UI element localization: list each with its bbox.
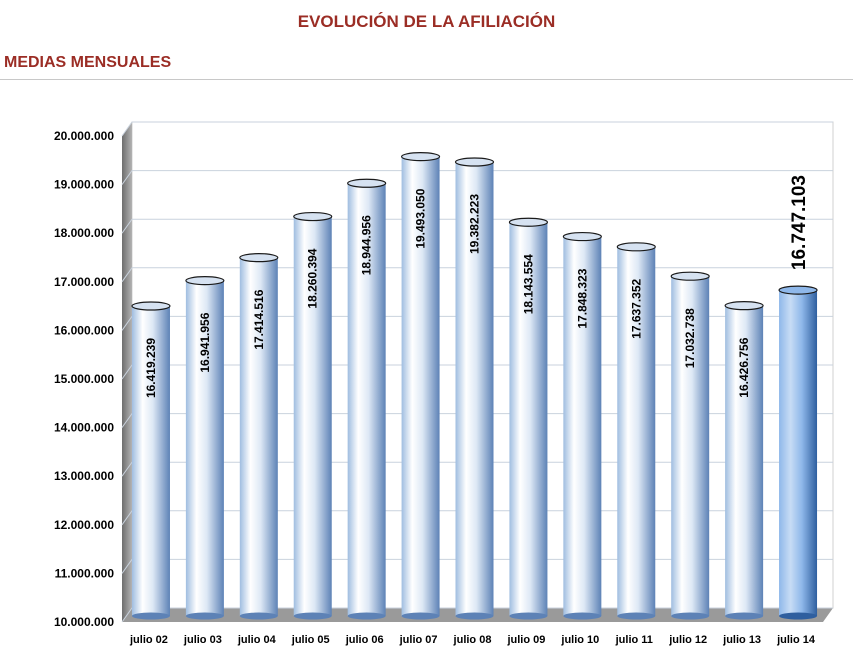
bar <box>508 217 549 620</box>
x-tick-label: julio 06 <box>345 634 384 646</box>
bar-base <box>779 612 818 620</box>
x-tick-label: julio 08 <box>453 634 492 646</box>
x-tick-label: julio 11 <box>615 634 653 646</box>
bar <box>670 271 710 620</box>
y-tick-label: 15.000.000 <box>54 372 114 386</box>
bar <box>562 231 602 620</box>
y-tick-label: 11.000.000 <box>55 566 115 580</box>
data-label: 18.260.394 <box>306 248 320 308</box>
bar-body <box>293 216 332 616</box>
bar-body <box>185 280 224 616</box>
bar-base <box>347 612 386 620</box>
bar-top <box>778 285 818 295</box>
bar-body <box>617 246 656 616</box>
x-tick-label: julio 05 <box>291 634 330 646</box>
bar-body <box>725 305 764 616</box>
bar <box>131 301 171 620</box>
bar <box>347 178 387 620</box>
y-tick-label: 19.000.000 <box>54 178 114 192</box>
x-tick-label: julio 03 <box>183 634 222 646</box>
data-label: 17.032.738 <box>683 308 697 368</box>
section-divider <box>0 79 853 80</box>
bar-top <box>347 178 387 188</box>
bar <box>239 253 279 620</box>
bar-body <box>401 156 440 617</box>
bar-body <box>509 222 548 617</box>
bar <box>724 301 764 620</box>
x-tick-label: julio 04 <box>237 634 277 646</box>
x-tick-label: julio 13 <box>722 634 761 646</box>
y-tick-label: 20.000.000 <box>54 129 114 143</box>
y-tick-label: 16.000.000 <box>54 323 114 337</box>
bar-base <box>239 612 278 620</box>
bar-base <box>131 612 170 620</box>
bar-base <box>401 612 440 620</box>
y-tick-label: 10.000.000 <box>54 615 114 629</box>
bar-top <box>508 217 549 227</box>
x-tick-label: julio 14 <box>776 634 816 646</box>
data-label: 16.941.956 <box>198 312 212 372</box>
x-tick-label: julio 09 <box>506 634 545 646</box>
bar-top <box>670 271 710 281</box>
y-tick-label: 13.000.000 <box>54 469 114 483</box>
bar <box>293 211 333 620</box>
bar <box>778 285 818 620</box>
gridline <box>121 121 833 137</box>
bar-top <box>616 242 656 252</box>
bar-body <box>671 276 710 616</box>
data-label: 18.143.554 <box>521 254 535 314</box>
data-label: 17.414.516 <box>252 289 266 349</box>
gridline <box>121 218 833 234</box>
bar-top <box>293 211 333 222</box>
bar-body <box>455 162 494 616</box>
bar-top <box>454 157 495 167</box>
bar-body <box>347 183 386 616</box>
bar-body <box>131 306 170 616</box>
data-label: 16.747.103 <box>789 175 810 270</box>
bar-top <box>724 301 764 311</box>
bar-base <box>185 612 224 620</box>
bar-top <box>131 301 171 311</box>
bar-base <box>455 612 494 620</box>
x-tick-label: julio 12 <box>668 634 707 646</box>
bar <box>400 152 441 620</box>
bar-base <box>671 612 710 620</box>
data-label: 17.848.323 <box>575 268 589 328</box>
y-tick-label: 12.000.000 <box>54 518 114 532</box>
bar-top <box>400 152 441 162</box>
bar-top <box>239 253 279 263</box>
y-tick-label: 17.000.000 <box>54 275 114 289</box>
data-label: 17.637.352 <box>629 278 643 338</box>
x-tick-label: julio 10 <box>560 634 599 646</box>
data-label: 16.426.756 <box>737 337 751 397</box>
bar-base <box>563 612 602 620</box>
data-label: 16.419.239 <box>144 338 158 398</box>
bar-top <box>185 276 225 286</box>
bar-top <box>562 231 602 242</box>
gridline <box>121 170 833 185</box>
bar-body <box>239 257 278 616</box>
bar <box>616 242 656 620</box>
x-tick-label: julio 02 <box>129 634 168 646</box>
bar-body <box>779 290 818 616</box>
bar-base <box>725 612 764 620</box>
y-tick-label: 18.000.000 <box>54 226 114 240</box>
bar-base <box>293 612 332 620</box>
bar-body <box>563 236 602 616</box>
bar-base <box>509 612 548 620</box>
bar-base <box>617 612 656 620</box>
page-title: EVOLUCIÓN DE LA AFILIACIÓN <box>297 12 556 31</box>
data-label: 19.493.050 <box>414 188 428 248</box>
section-title: MEDIAS MENSUALES <box>4 54 172 71</box>
x-tick-label: julio 07 <box>399 634 438 646</box>
bar <box>454 157 495 620</box>
y-tick-label: 14.000.000 <box>54 421 114 435</box>
data-label: 19.382.223 <box>468 194 482 254</box>
bar <box>185 276 225 620</box>
data-label: 18.944.956 <box>360 215 374 275</box>
